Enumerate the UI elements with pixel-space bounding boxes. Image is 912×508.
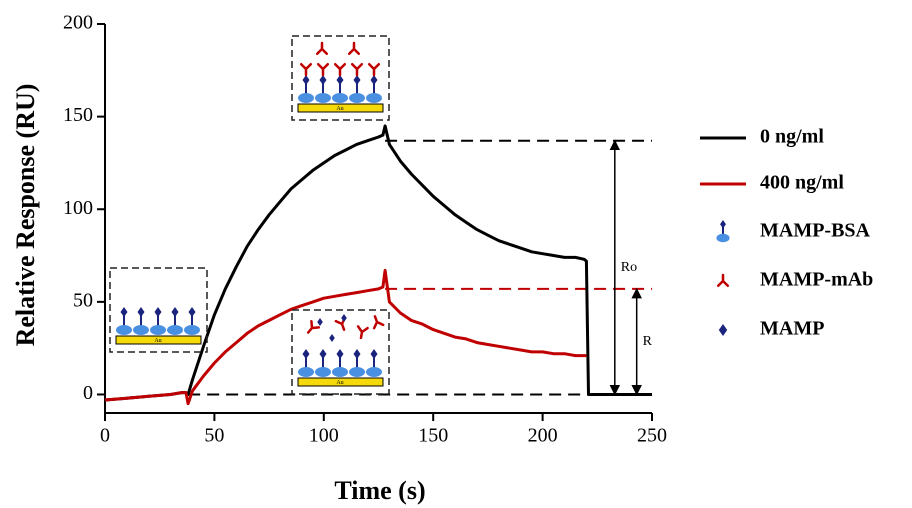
bsa <box>116 325 132 335</box>
antibody-icon <box>716 273 730 288</box>
y-tick-label: 150 <box>63 104 93 126</box>
substrate-label: Au <box>336 106 343 112</box>
bsa <box>332 93 348 103</box>
annotation-label: R <box>643 334 653 349</box>
x-tick-label: 100 <box>309 425 339 447</box>
x-tick-label: 50 <box>204 425 224 447</box>
antibody-icon <box>315 41 329 56</box>
legend-label: 0 ng/ml <box>760 126 824 148</box>
inset-frame <box>109 267 208 353</box>
mamp-icon <box>120 307 128 317</box>
legend-icon <box>718 324 728 336</box>
bsa <box>366 367 382 377</box>
series-line <box>104 124 652 402</box>
x-axis-label: Time (s) <box>334 476 425 505</box>
inset-frame <box>291 35 390 121</box>
gold-substrate <box>115 335 202 345</box>
bsa <box>150 325 166 335</box>
mamp-icon <box>353 349 361 359</box>
bsa <box>167 325 183 335</box>
bsa <box>349 367 365 377</box>
gold-substrate <box>297 377 384 387</box>
bsa <box>332 367 348 377</box>
antibody-icon <box>372 315 385 330</box>
bsa <box>315 93 331 103</box>
gold-substrate <box>297 103 384 113</box>
mamp-icon <box>718 324 728 336</box>
inset-diagram: Au <box>291 309 390 395</box>
mamp-icon <box>137 307 145 317</box>
mamp-icon <box>341 314 347 322</box>
x-tick-label: 150 <box>418 425 448 447</box>
bsa <box>298 367 314 377</box>
antibody-icon <box>334 316 347 331</box>
bsa <box>184 325 200 335</box>
y-tick-label: 0 <box>83 382 93 404</box>
antibody-icon <box>306 319 321 334</box>
mamp-icon <box>302 349 310 359</box>
mamp-icon <box>720 220 726 229</box>
mamp-icon <box>154 307 162 317</box>
legend-label: MAMP-BSA <box>760 220 871 242</box>
bsa <box>315 367 331 377</box>
antibody-icon <box>347 41 361 56</box>
antibody-icon <box>350 62 364 77</box>
bsa <box>133 325 149 335</box>
mamp-icon <box>370 75 378 85</box>
x-tick-label: 250 <box>637 425 667 447</box>
antibody-icon <box>299 62 313 77</box>
inset-diagram: Au <box>109 267 208 353</box>
y-tick-label: 50 <box>73 289 93 311</box>
mamp-icon <box>317 318 323 326</box>
mamp-icon <box>188 307 196 317</box>
mamp-icon <box>302 75 310 85</box>
antibody-icon <box>367 62 381 77</box>
bsa <box>298 93 314 103</box>
bsa <box>349 93 365 103</box>
x-tick-label: 200 <box>528 425 558 447</box>
legend-label: MAMP-mAb <box>760 269 873 291</box>
mamp-icon <box>336 75 344 85</box>
substrate-label: Au <box>154 338 161 344</box>
x-tick-label: 0 <box>100 425 110 447</box>
y-tick-label: 100 <box>63 197 93 219</box>
antibody-icon <box>333 62 347 77</box>
bsa <box>366 93 382 103</box>
mamp-icon <box>171 307 179 317</box>
legend-label: 400 ng/ml <box>760 172 844 194</box>
legend-label: MAMP <box>760 318 824 340</box>
substrate-label: Au <box>336 380 343 386</box>
mamp-icon <box>370 349 378 359</box>
mamp-icon <box>329 334 335 342</box>
inset-frame <box>291 309 390 395</box>
annotation-label: Ro <box>621 260 637 275</box>
antibody-icon <box>316 62 330 77</box>
inset-diagram: Au <box>291 35 390 121</box>
mamp-icon <box>336 349 344 359</box>
legend-icon <box>716 220 730 243</box>
antibody-icon <box>356 325 369 340</box>
bsa-icon <box>716 233 730 243</box>
y-axis-label: Relative Response (RU) <box>11 84 40 347</box>
legend-icon <box>716 273 730 288</box>
mamp-icon <box>353 75 361 85</box>
mamp-icon <box>319 349 327 359</box>
series-line <box>104 268 587 406</box>
y-tick-label: 200 <box>63 12 93 34</box>
mamp-icon <box>319 75 327 85</box>
